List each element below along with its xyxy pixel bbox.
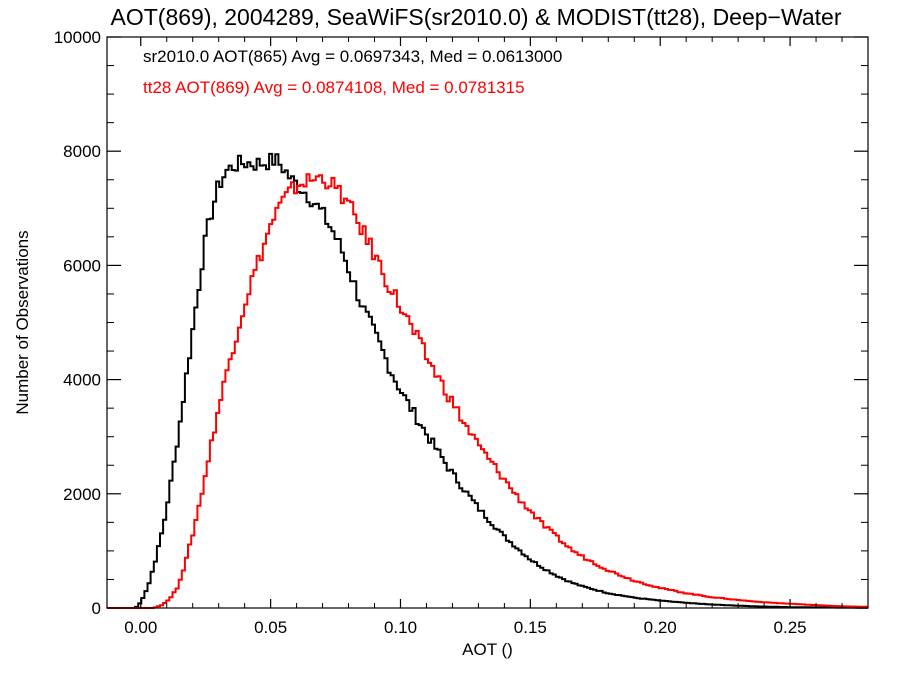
x-tick-label: 0.10 — [384, 618, 417, 637]
series-annotation-tt28: tt28 AOT(869) Avg = 0.0874108, Med = 0.0… — [143, 78, 525, 97]
series-line-0 — [107, 152, 868, 609]
x-tick-label: 0.05 — [254, 618, 287, 637]
y-tick-label: 6000 — [63, 256, 101, 275]
series-annotation-sr2010: sr2010.0 AOT(865) Avg = 0.0697343, Med =… — [143, 47, 562, 66]
series-line-1 — [107, 173, 868, 609]
y-tick-label: 4000 — [63, 371, 101, 390]
y-axis-label: Number of Observations — [13, 230, 32, 414]
y-tick-label: 10000 — [54, 28, 101, 47]
ticks-layer: 0.00 0.05 0.10 0.15 0.20 0.25 0 2000 4000 6000 800… — [54, 28, 869, 637]
y-tick-label: 8000 — [63, 142, 101, 161]
x-axis-label: AOT () — [462, 640, 513, 659]
series-layer — [107, 152, 868, 609]
x-tick-label: 0.20 — [644, 618, 677, 637]
x-tick-label: 0.25 — [774, 618, 807, 637]
x-tick-label: 0.00 — [124, 618, 157, 637]
y-tick-label: 2000 — [63, 485, 101, 504]
x-tick-label: 0.15 — [514, 618, 547, 637]
chart-title: AOT(869), 2004289, SeaWiFS(sr2010.0) & M… — [111, 4, 842, 30]
y-tick-label: 0 — [92, 599, 101, 618]
